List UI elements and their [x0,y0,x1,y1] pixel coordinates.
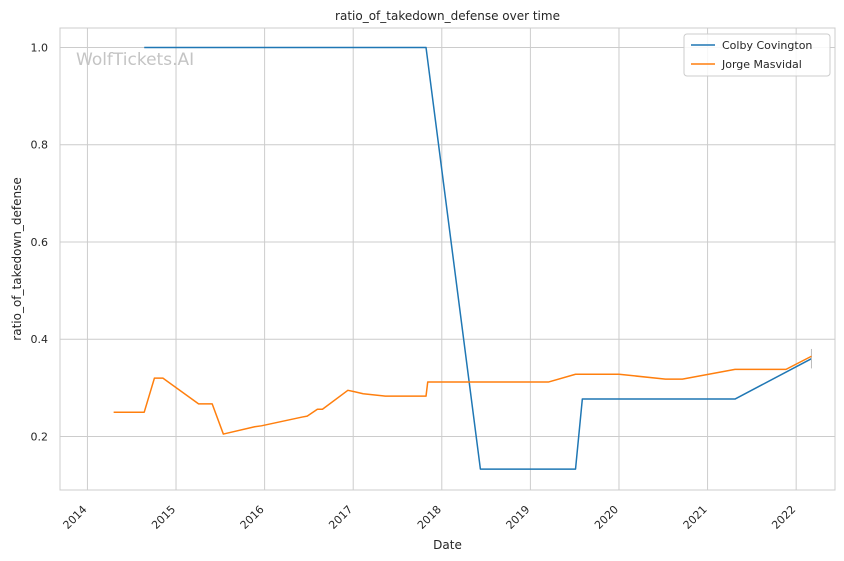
legend: Colby Covington Jorge Masvidal [683,33,831,77]
y-axis-title: ratio_of_takedown_defense [10,177,24,340]
series-line-colby-covington [144,46,812,470]
y-tick-label: 1.0 [31,41,49,54]
x-tick-label: 2014 [61,503,90,532]
x-axis-title: Date [433,538,462,552]
y-tick-label: 0.2 [31,431,49,444]
x-tick-label: 2019 [504,503,533,532]
x-tick-label: 2018 [415,503,444,532]
x-tick-label: 2020 [592,503,621,532]
y-tick-label: 0.8 [31,139,49,152]
series-lines [113,46,812,470]
y-tick-label: 0.6 [31,236,49,249]
series-line-jorge-masvidal [113,355,812,435]
legend-label-colby: Colby Covington [722,39,812,52]
grid [60,28,835,490]
x-tick-label: 2022 [769,503,798,532]
x-tick-label: 2015 [149,503,178,532]
x-axis: 2014 2015 2016 2017 2018 2019 2020 2021 2022 [61,503,799,532]
plot-frame [59,27,836,491]
x-tick-label: 2016 [238,503,267,532]
x-tick-label: 2017 [326,503,355,532]
watermark: WolfTickets.AI [76,50,194,70]
y-tick-label: 0.4 [31,333,49,346]
chart-title: ratio_of_takedown_defense over time [335,9,560,23]
legend-label-masvidal: Jorge Masvidal [721,58,802,71]
y-axis: 0.2 0.4 0.6 0.8 1.0 [31,41,49,443]
x-tick-label: 2021 [681,503,710,532]
legend-box [683,33,831,77]
